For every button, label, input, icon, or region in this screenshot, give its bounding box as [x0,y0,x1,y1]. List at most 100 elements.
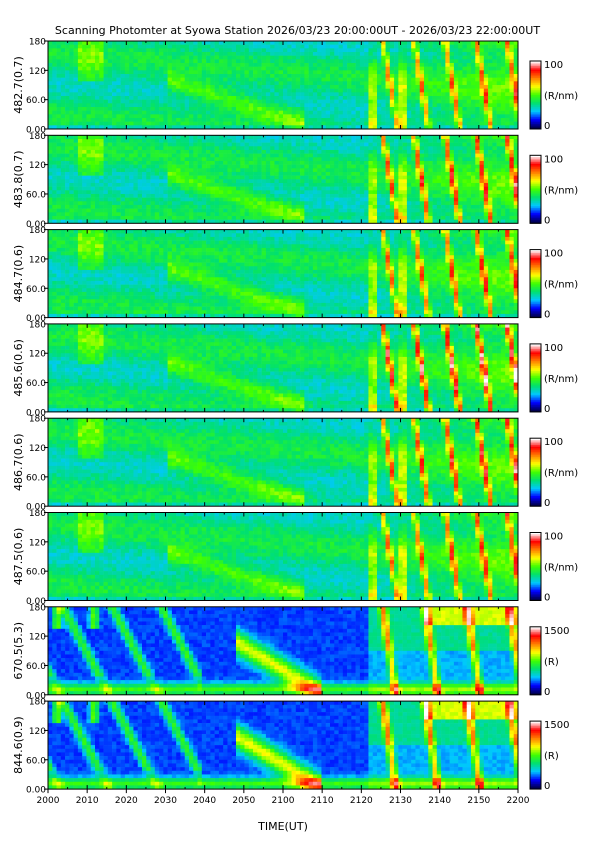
heatmap-cell [104,216,109,220]
heatmap-cell [343,194,348,198]
heatmap-cell [210,176,215,180]
heatmap-cell [112,161,117,165]
heatmap-cell [69,150,74,154]
heatmap-cell [381,59,386,63]
heatmap-cell [424,52,429,56]
heatmap-cell [198,48,203,52]
heatmap-cell [240,212,245,216]
heatmap-cell [415,154,420,158]
heatmap-cell [121,198,126,202]
heatmap-cell [146,198,151,202]
heatmap-cell [274,96,279,100]
heatmap-cell [249,89,254,93]
heatmap-cell [65,111,70,115]
heatmap-cell [433,78,438,82]
heatmap-cell [185,165,190,169]
heatmap-cell [321,111,326,115]
heatmap-cell [424,168,429,172]
heatmap-cell [347,176,352,180]
heatmap-cell [146,150,151,154]
heatmap-cell [454,45,459,49]
heatmap-cell [189,103,194,107]
heatmap-cell [245,89,250,93]
heatmap-cell [142,183,147,187]
heatmap-cell [219,157,224,161]
heatmap-cell [57,143,62,147]
heatmap-cell [471,92,476,96]
heatmap-cell [121,48,126,52]
heatmap-cell [74,81,79,85]
heatmap-cell [121,154,126,158]
heatmap-cell [159,85,164,89]
heatmap-cell [240,154,245,158]
heatmap-cell [488,114,493,118]
heatmap-cell [219,92,224,96]
heatmap-cell [74,96,79,100]
heatmap-cell [142,118,147,122]
heatmap-cell [300,67,305,71]
heatmap-cell [334,176,339,180]
heatmap-cell [347,70,352,74]
heatmap-cell [415,118,420,122]
heatmap-cell [168,201,173,205]
heatmap-cell [407,96,412,100]
heatmap-cell [146,45,151,49]
heatmap-cell [407,41,412,45]
heatmap-cell [52,165,57,169]
heatmap-cell [377,92,382,96]
heatmap-cell [287,150,292,154]
heatmap-cell [210,216,215,220]
heatmap-cell [356,89,361,93]
heatmap-cell [360,48,365,52]
heatmap-cell [95,63,100,67]
heatmap-cell [210,96,215,100]
heatmap-cell [232,212,237,216]
heatmap-cell [240,89,245,93]
heatmap-cell [138,176,143,180]
heatmap-cell [428,96,433,100]
heatmap-cell [78,209,83,213]
heatmap-cell [133,135,138,139]
heatmap-cell [304,78,309,82]
heatmap-cell [304,161,309,165]
heatmap-cell [172,103,177,107]
heatmap-cell [433,216,438,220]
heatmap-cell [411,176,416,180]
heatmap-cell [343,59,348,63]
heatmap-cell [368,59,373,63]
heatmap-cell [99,146,104,150]
heatmap-cell [266,201,271,205]
heatmap-cell [159,122,164,126]
heatmap-cell [330,118,335,122]
heatmap-cell [189,118,194,122]
heatmap-cell [411,85,416,89]
heatmap-cell [57,146,62,150]
heatmap-cell [283,67,288,71]
heatmap-cell [121,78,126,82]
heatmap-cell [189,168,194,172]
heatmap-cell [313,165,318,169]
heatmap-cell [441,78,446,82]
heatmap-cell [206,67,211,71]
heatmap-cell [172,190,177,194]
heatmap-cell [249,67,254,71]
heatmap-cell [227,74,232,78]
heatmap-cell [411,154,416,158]
heatmap-cell [159,96,164,100]
heatmap-cell [133,45,138,49]
heatmap-cell [356,168,361,172]
heatmap-cell [180,107,185,111]
heatmap-cell [168,114,173,118]
heatmap-cell [146,194,151,198]
heatmap-cell [78,63,83,67]
heatmap-cell [52,107,57,111]
heatmap-cell [180,48,185,52]
heatmap-cell [142,52,147,56]
heatmap-cell [193,216,198,220]
heatmap-cell [219,59,224,63]
heatmap-cell [415,85,420,89]
heatmap-cell [381,154,386,158]
heatmap-cell [467,85,472,89]
heatmap-cell [407,201,412,205]
heatmap-cell [411,198,416,202]
